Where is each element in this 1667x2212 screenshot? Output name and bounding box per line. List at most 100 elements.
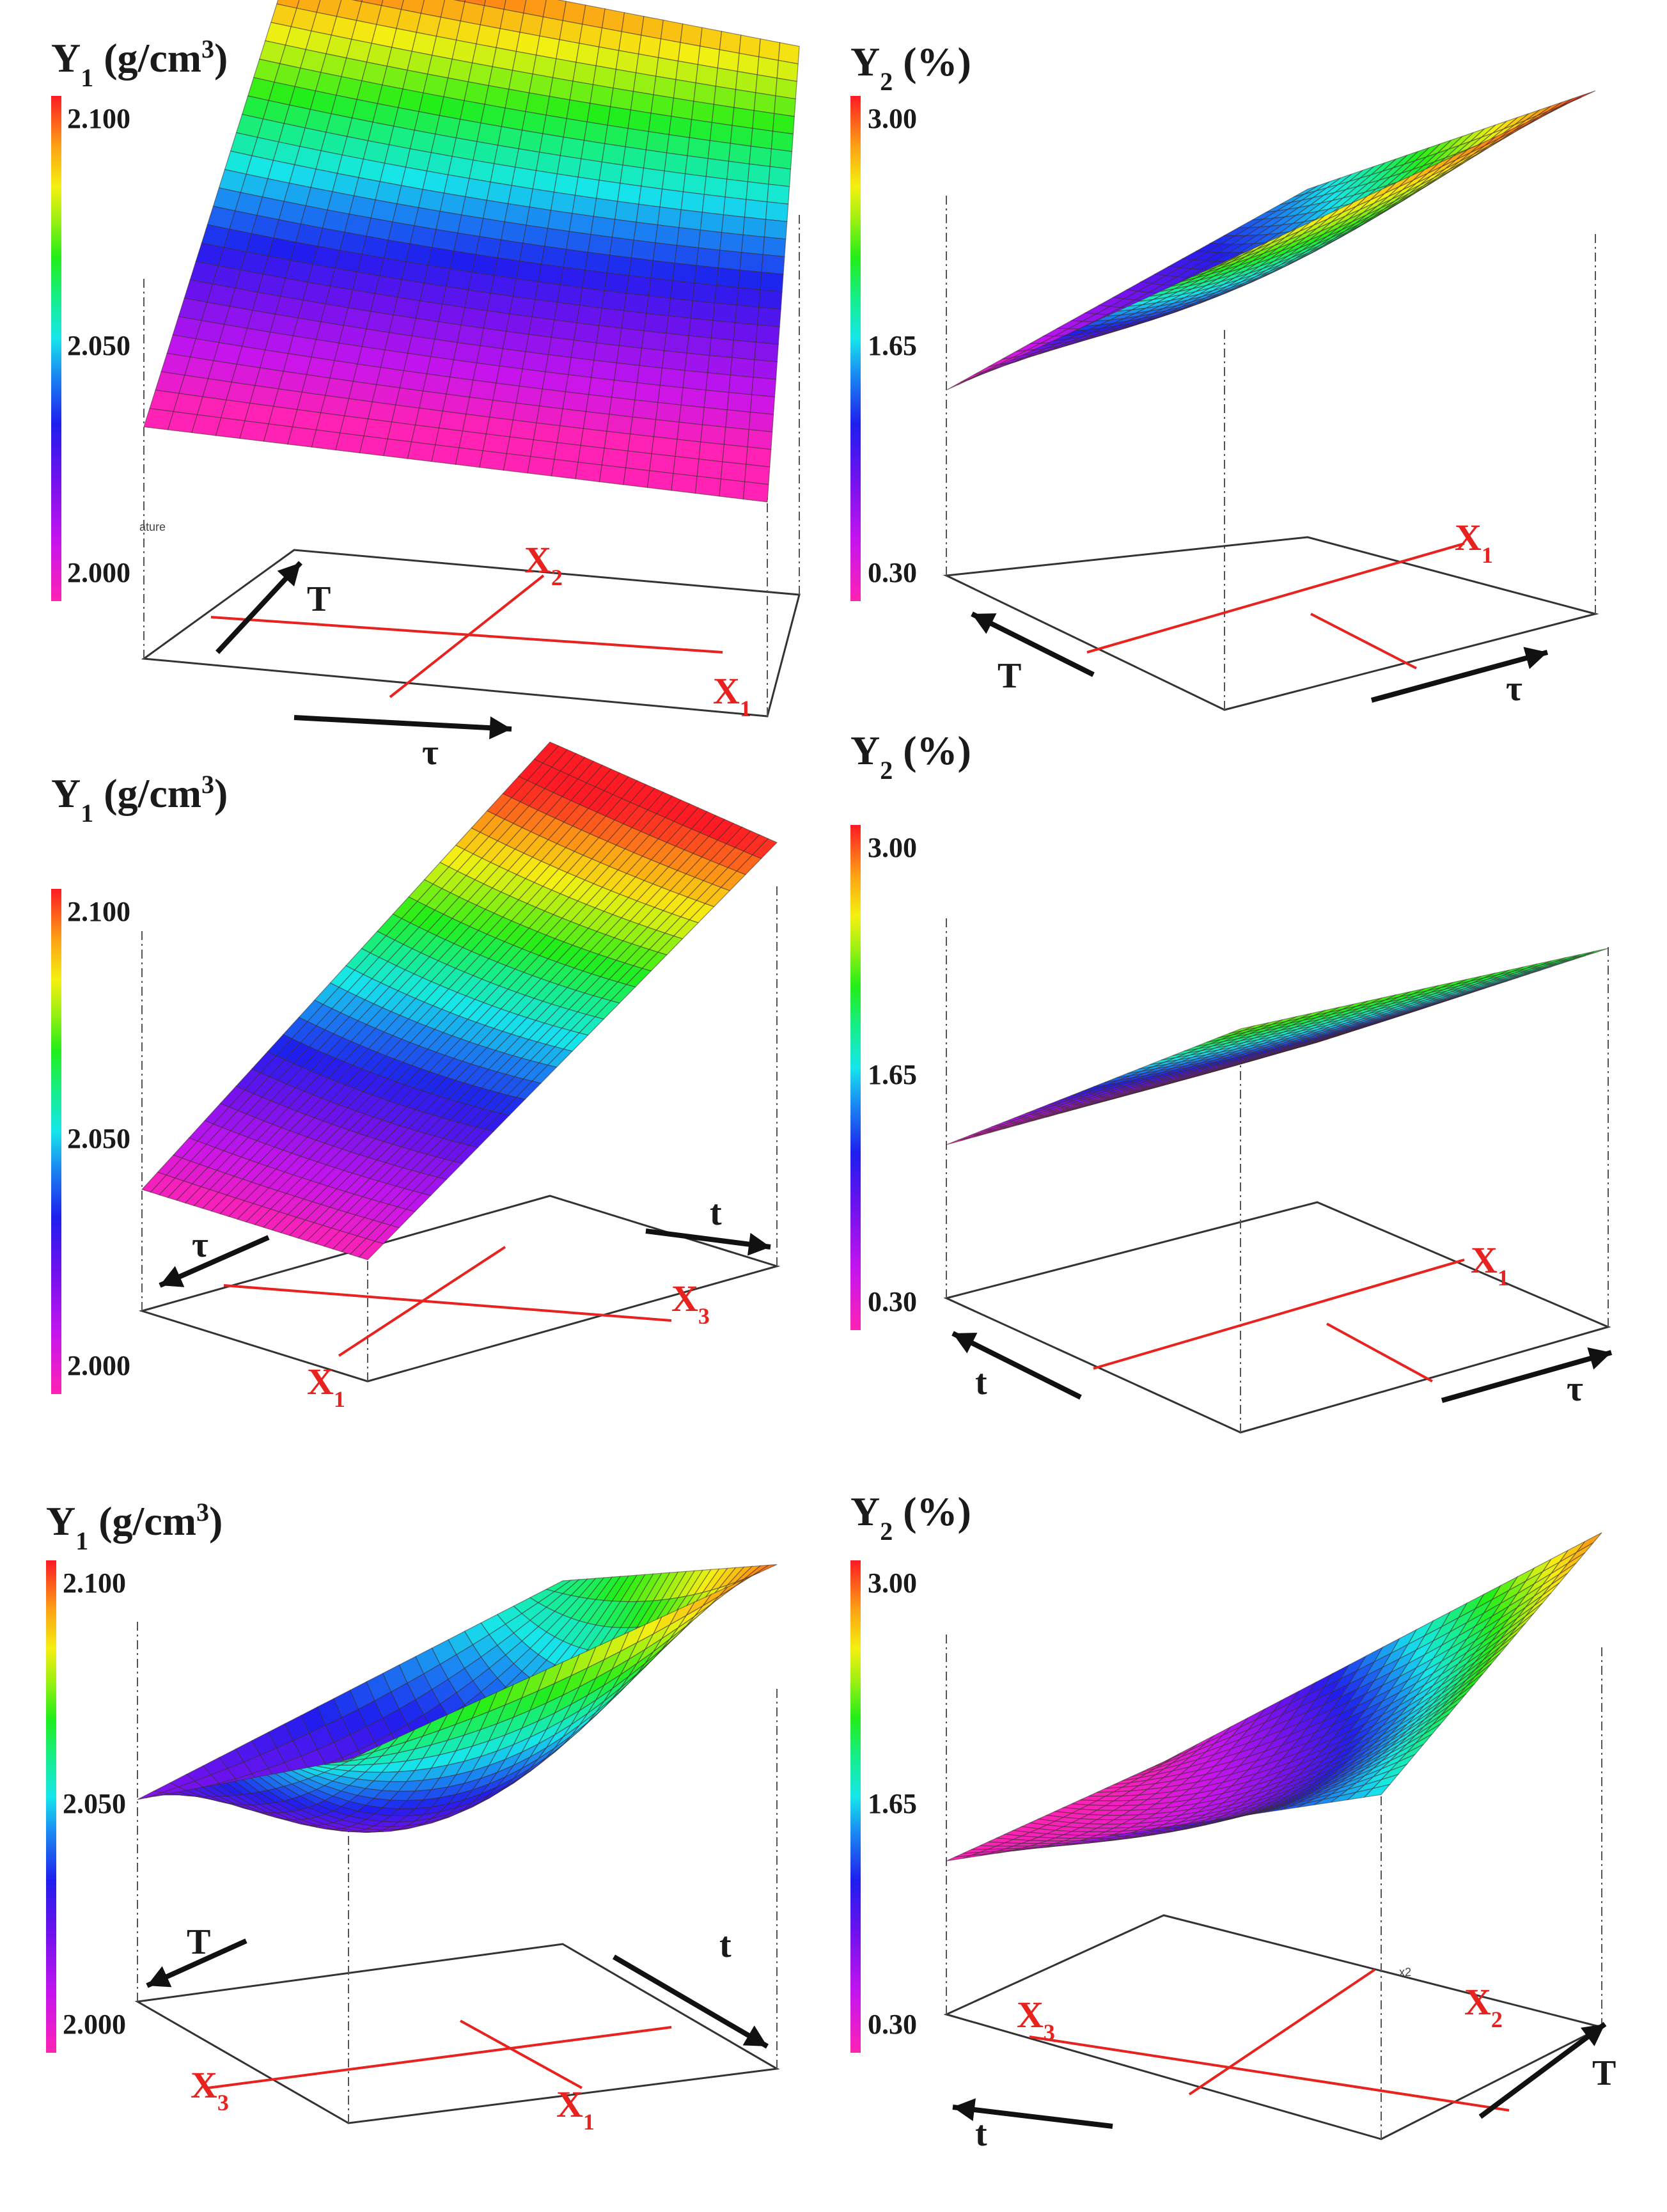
surface-cell [549, 77, 574, 100]
surface-cell [614, 201, 639, 223]
surface-cell [653, 419, 680, 440]
surface-cell [604, 125, 629, 148]
surface-cell [563, 118, 588, 141]
surface-cell [469, 379, 497, 401]
surface-cell [715, 67, 739, 90]
surface-cell [476, 345, 504, 366]
surface-cell [670, 280, 695, 301]
surface-cell [690, 300, 716, 321]
surface-cell [556, 425, 584, 446]
surface-cell [677, 42, 701, 65]
surface-cell [609, 88, 634, 111]
arrow-shaft [971, 611, 1095, 677]
panel-5-title: Y1 (g/cm3) [46, 1498, 223, 1555]
factor-axis-line [460, 2020, 583, 2089]
arrow-head [160, 1266, 185, 1287]
surface-cell [744, 199, 768, 220]
surface-cell [746, 181, 769, 203]
surface-cell [475, 236, 502, 258]
surface-cell [625, 450, 652, 471]
axis-variable-label: τ [192, 1225, 208, 1265]
axis-arrow: t [612, 1926, 769, 2049]
surface-cell [696, 247, 721, 269]
title-main: Y [850, 1489, 880, 1534]
surface-cell [467, 272, 495, 294]
surface-cell [315, 412, 345, 434]
surface-cell [1576, 1532, 1602, 1553]
surface-cell [746, 446, 772, 467]
surface-cell [735, 304, 760, 326]
title-main: Y [51, 35, 81, 81]
factor-axis-line [338, 1246, 506, 1357]
surface-cell [518, 129, 544, 153]
surface-cell [613, 362, 640, 384]
surface-cell [674, 244, 699, 266]
factor-label: X1 [556, 2083, 595, 2135]
surface-cell [480, 327, 507, 350]
arrow-shaft [951, 1331, 1082, 1400]
surface-cell [750, 128, 774, 150]
surface-cell [367, 401, 396, 423]
surface-cell [340, 1752, 366, 1762]
surface-cell [479, 450, 508, 471]
arrow-shaft [1478, 2021, 1607, 2119]
surface-cell [596, 325, 622, 347]
stray-axis-text: ature [139, 521, 166, 533]
factor-axis-line [389, 574, 545, 698]
panel-1-title: Y1 (g/cm3) [51, 35, 228, 92]
title-sup: 3 [201, 770, 214, 799]
panel-2-base-plane [943, 192, 1599, 711]
surface-cell [749, 394, 776, 415]
surface-cell [655, 57, 679, 81]
surface-cell [636, 365, 663, 386]
surface-cell [643, 313, 669, 334]
base-outline [134, 1943, 780, 2124]
surface-cell [552, 58, 577, 82]
surface-cell [565, 231, 591, 253]
surface-cell [590, 216, 616, 238]
surface-cell [661, 350, 687, 371]
title-sub: 2 [880, 1517, 893, 1546]
surface-cell [1214, 255, 1239, 267]
axis-arrow: τ [159, 1225, 270, 1288]
surface-cell [539, 16, 563, 40]
surface-cell [719, 478, 746, 500]
surface-cell [568, 357, 595, 378]
surface-cell [698, 441, 725, 462]
panel-1-surface [143, 0, 800, 503]
surface-cell [756, 56, 779, 79]
surface-cell [505, 313, 533, 335]
surface-cell [453, 341, 481, 364]
axis-arrow: τ [293, 715, 512, 773]
surface-cell [542, 114, 567, 138]
surface-cell [462, 413, 490, 435]
surface-cell [717, 49, 740, 72]
axis-arrow: T [146, 1922, 247, 1988]
arrow-shaft [1370, 650, 1549, 703]
colorbar-tick-label: 2.100 [67, 896, 130, 927]
axis-arrow: t [951, 1331, 1082, 1402]
factor-sub: 3 [1044, 2020, 1055, 2045]
surface-cell [376, 366, 405, 389]
surface-cell [570, 340, 597, 361]
surface-cell [726, 161, 750, 182]
factor-label: X2 [1464, 1981, 1503, 2032]
surface-cell [737, 269, 762, 290]
surface-cell [325, 377, 354, 400]
surface-cell [742, 481, 769, 503]
surface-cell [556, 284, 583, 306]
surface-cell [668, 116, 693, 138]
arrow-head [147, 1966, 172, 1988]
surface-cell [494, 257, 520, 279]
surface-cell [700, 212, 724, 233]
surface-cell [442, 393, 471, 415]
surface-cell [383, 438, 412, 459]
factor-main: X [556, 2083, 583, 2125]
factor-label: X2 [524, 539, 563, 590]
surface-cell [720, 461, 747, 482]
surface-cell [504, 203, 530, 226]
colorbar-tick-label: 1.65 [868, 330, 917, 361]
surface-cell [496, 365, 523, 387]
axis-variable-label: T [1592, 2053, 1616, 2093]
surface-cell [426, 356, 455, 378]
